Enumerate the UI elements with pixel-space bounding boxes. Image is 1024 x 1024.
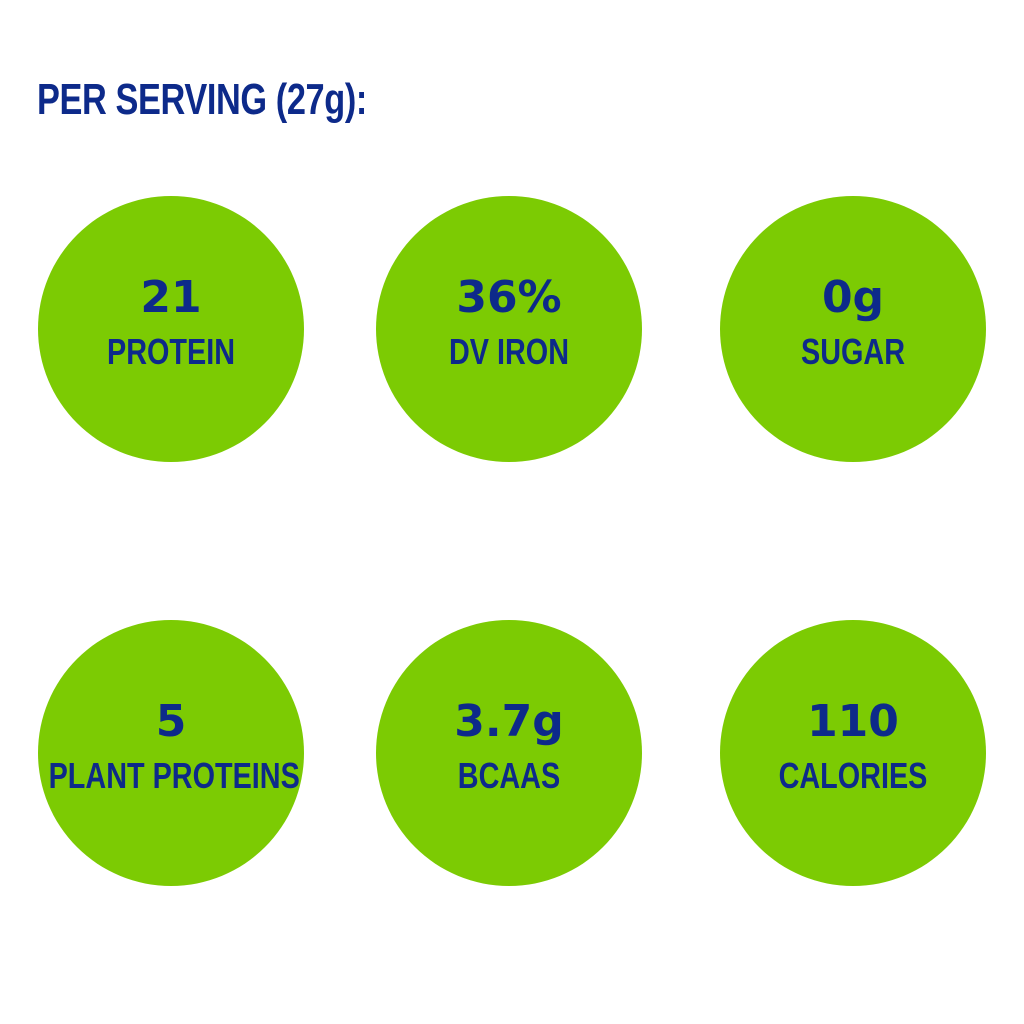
stat-circle-iron: 36% DV IRON (376, 196, 642, 462)
stat-circle-sugar: 0g SUGAR (720, 196, 986, 462)
stat-circle-protein: 21 PROTEIN (38, 196, 304, 462)
stat-label: SUGAR (800, 331, 905, 372)
stat-value: 36% (456, 272, 562, 323)
stat-label: CALORIES (778, 755, 928, 796)
per-serving-heading: PER SERVING (27g): (37, 75, 367, 124)
stat-value: 5 (155, 696, 187, 747)
stat-value: 110 (807, 696, 899, 747)
stat-circle-calories: 110 CALORIES (720, 620, 986, 886)
stat-label: DV IRON (448, 331, 569, 372)
stat-circle-plant-proteins: 5 PLANT PROTEINS (38, 620, 304, 886)
stat-value: 21 (140, 272, 202, 323)
stat-circle-bcaas: 3.7g BCAAS (376, 620, 642, 886)
stat-label: BCAAS (457, 755, 561, 796)
stat-label: PROTEIN (106, 331, 235, 372)
stat-value: 3.7g (454, 696, 564, 747)
stat-label: PLANT PROTEINS (48, 755, 300, 796)
stat-value: 0g (821, 272, 885, 323)
